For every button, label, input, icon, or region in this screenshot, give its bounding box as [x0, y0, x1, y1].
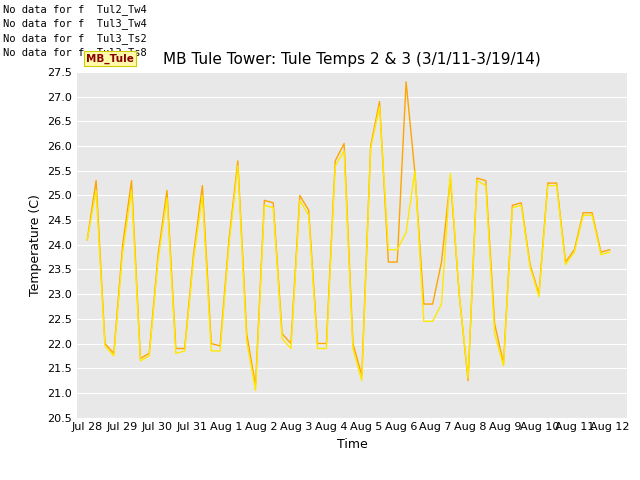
Text: MB_Tule: MB_Tule	[86, 53, 134, 64]
Tul2_Ts-2	[83, 237, 91, 243]
Title: MB Tule Tower: Tule Temps 2 & 3 (3/1/11-3/19/14): MB Tule Tower: Tule Temps 2 & 3 (3/1/11-…	[163, 52, 541, 67]
Tul2_Ts-8	[172, 350, 180, 356]
Tul2_Ts-2	[234, 158, 242, 164]
Tul2_Ts-8	[260, 203, 268, 208]
Text: No data for f  Tul2_Tw4: No data for f Tul2_Tw4	[3, 4, 147, 15]
Tul2_Ts-2	[216, 343, 224, 349]
Line: Tul2_Ts-8: Tul2_Ts-8	[87, 107, 610, 390]
Tul2_Ts-2	[252, 383, 259, 388]
Tul2_Ts-2	[172, 346, 180, 351]
Tul2_Ts-8	[606, 249, 614, 255]
Tul2_Ts-8	[269, 205, 277, 211]
Tul2_Ts-2	[429, 301, 436, 307]
Tul2_Ts-8	[83, 237, 91, 243]
Tul2_Ts-2	[403, 79, 410, 85]
Text: No data for f  Tul3_Ts8: No data for f Tul3_Ts8	[3, 47, 147, 58]
Text: No data for f  Tul3_Ts2: No data for f Tul3_Ts2	[3, 33, 147, 44]
Tul2_Ts-8	[234, 163, 242, 168]
Tul2_Ts-2	[269, 200, 277, 206]
Y-axis label: Temperature (C): Temperature (C)	[29, 194, 42, 296]
Tul2_Ts-8	[216, 348, 224, 354]
Tul2_Ts-8	[376, 104, 383, 109]
Tul2_Ts-8	[252, 387, 259, 393]
Tul2_Ts-2	[606, 247, 614, 252]
X-axis label: Time: Time	[337, 438, 367, 451]
Line: Tul2_Ts-2: Tul2_Ts-2	[87, 82, 610, 385]
Tul2_Ts-8	[429, 318, 436, 324]
Tul2_Ts-2	[260, 197, 268, 203]
Text: No data for f  Tul3_Tw4: No data for f Tul3_Tw4	[3, 18, 147, 29]
